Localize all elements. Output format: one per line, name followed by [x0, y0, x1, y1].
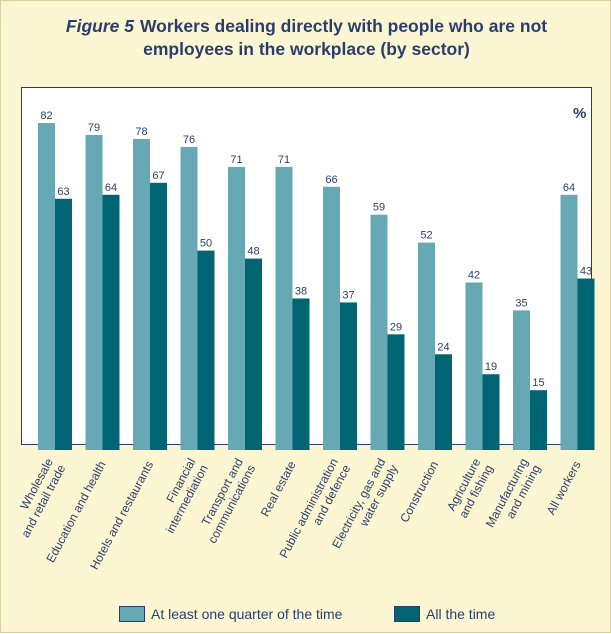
data-label: 78	[135, 126, 147, 138]
data-label: 82	[40, 110, 52, 122]
bar-series-2	[150, 182, 167, 450]
category-label: Construction	[397, 459, 441, 525]
bar-series-1	[228, 166, 245, 451]
data-label: 64	[563, 182, 575, 194]
category-label: Agricultureand fishing	[444, 456, 496, 521]
data-label: 38	[295, 285, 307, 297]
bar-series-2	[340, 302, 357, 450]
bar-series-1	[38, 123, 55, 450]
title-text-line2: employees in the workplace (by sector)	[143, 39, 470, 59]
category-label: Real estate	[258, 458, 299, 518]
bar-series-1	[85, 134, 103, 450]
category-label-line: All workers	[544, 459, 584, 517]
bar-series-2	[292, 298, 310, 450]
bar-series-1	[513, 310, 530, 450]
data-label: 48	[247, 246, 259, 258]
data-label: 29	[390, 321, 402, 333]
bar-series-2	[482, 374, 500, 450]
data-label: 66	[325, 174, 337, 186]
data-label: 67	[152, 170, 164, 182]
chart-title: Figure 5 Workers dealing directly with pe…	[21, 15, 592, 61]
data-label: 71	[230, 154, 242, 166]
bar-series-2	[577, 278, 595, 450]
category-label-line: Real estate	[258, 458, 299, 518]
legend-item-series-1: At least one quarter of the time	[119, 605, 342, 623]
data-label: 59	[373, 202, 385, 214]
bar-series-2	[197, 250, 215, 450]
bar-series-1	[323, 186, 340, 450]
category-label: All workers	[544, 459, 584, 517]
legend-swatch-series-2	[394, 606, 420, 622]
data-label: 19	[485, 361, 497, 373]
legend-swatch-series-1	[119, 606, 145, 622]
bar-series-2	[387, 334, 405, 450]
data-label: 42	[468, 270, 480, 282]
data-label: 24	[437, 341, 449, 353]
data-label: 64	[105, 182, 117, 194]
data-label: 79	[88, 122, 100, 134]
bar-series-1	[560, 194, 578, 450]
bar-series-1	[275, 166, 293, 451]
figure-label: Figure 5	[65, 16, 134, 36]
data-label: 35	[515, 297, 527, 309]
data-label: 50	[200, 238, 212, 250]
bar-series-1	[180, 146, 198, 451]
bar-series-2	[55, 198, 72, 450]
chart-title-line1: Figure 5 Workers dealing directly with pe…	[21, 15, 592, 38]
bar-series-2	[245, 258, 262, 450]
data-label: 37	[342, 289, 354, 301]
bar-series-2	[530, 390, 547, 450]
data-label: 52	[420, 230, 432, 242]
legend-item-series-2: All the time	[394, 605, 495, 623]
bar-series-2	[102, 194, 120, 450]
data-label: 71	[278, 154, 290, 166]
bar-series-1	[370, 214, 388, 450]
category-label-line: Construction	[397, 459, 441, 525]
legend-label-series-2: All the time	[426, 606, 496, 622]
data-label: 43	[580, 266, 592, 278]
bar-series-1	[133, 138, 150, 450]
legend-label-series-1: At least one quarter of the time	[151, 606, 343, 622]
bar-series-1	[418, 242, 435, 450]
title-text-line1: Workers dealing directly with people who…	[139, 16, 548, 36]
bar-series-2	[435, 354, 452, 450]
data-label: 63	[57, 186, 69, 198]
data-label: 76	[183, 134, 195, 146]
data-label: 15	[532, 377, 544, 389]
unit-label: %	[573, 105, 587, 122]
bar-series-1	[465, 282, 483, 450]
